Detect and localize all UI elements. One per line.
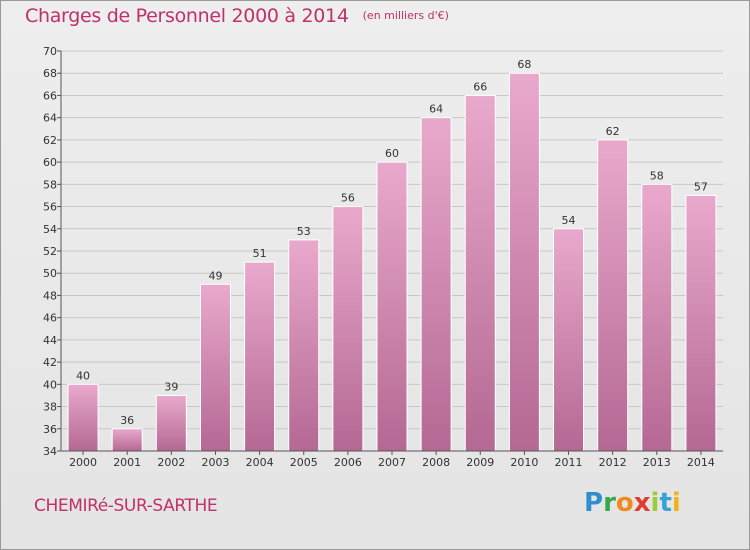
logo-letter: r bbox=[603, 488, 616, 518]
y-tick-label: 40 bbox=[43, 378, 57, 391]
y-tick-label: 70 bbox=[43, 45, 57, 58]
y-tick-label: 58 bbox=[43, 178, 57, 191]
y-tick-label: 68 bbox=[43, 67, 57, 80]
x-tick-label: 2007 bbox=[378, 456, 406, 469]
value-label: 39 bbox=[164, 380, 178, 393]
x-tick-label: 2013 bbox=[643, 456, 671, 469]
y-tick-label: 56 bbox=[43, 201, 57, 214]
y-tick-label: 52 bbox=[43, 245, 57, 258]
y-tick-label: 64 bbox=[43, 112, 57, 125]
value-label: 64 bbox=[429, 103, 443, 116]
x-tick-label: 2002 bbox=[157, 456, 185, 469]
y-tick-label: 38 bbox=[43, 401, 57, 414]
x-tick-label: 2005 bbox=[290, 456, 318, 469]
y-tick-label: 34 bbox=[43, 445, 57, 458]
proxiti-logo: Proxiti bbox=[584, 488, 681, 518]
logo-letter: i bbox=[650, 488, 660, 518]
value-label: 51 bbox=[253, 247, 267, 260]
y-tick-label: 50 bbox=[43, 267, 57, 280]
bar bbox=[332, 206, 364, 452]
bar bbox=[376, 161, 408, 452]
value-label: 56 bbox=[341, 192, 355, 205]
bar bbox=[553, 228, 585, 452]
y-tick-label: 42 bbox=[43, 356, 57, 369]
logo-letter: x bbox=[633, 488, 651, 518]
bar bbox=[420, 117, 452, 452]
value-label: 54 bbox=[562, 214, 576, 227]
x-tick-label: 2004 bbox=[246, 456, 274, 469]
bar bbox=[244, 261, 276, 452]
logo-letter: t bbox=[659, 488, 672, 518]
bar bbox=[199, 283, 231, 452]
value-label: 57 bbox=[694, 180, 708, 193]
y-tick-label: 54 bbox=[43, 223, 57, 236]
value-label: 68 bbox=[517, 58, 531, 71]
bar bbox=[597, 139, 629, 452]
value-label: 49 bbox=[208, 269, 222, 282]
value-label: 66 bbox=[473, 80, 487, 93]
x-tick-label: 2012 bbox=[599, 456, 627, 469]
x-tick-label: 2014 bbox=[687, 456, 715, 469]
y-tick-label: 66 bbox=[43, 89, 57, 102]
logo-letter: i bbox=[671, 488, 681, 518]
x-tick-label: 2000 bbox=[69, 456, 97, 469]
x-tick-label: 2009 bbox=[466, 456, 494, 469]
value-labels: 40 36 39 49 51 53 56 60 64 66 68 54 62 58 57 bbox=[76, 58, 708, 427]
bar bbox=[641, 183, 673, 452]
x-tick-label: 2003 bbox=[201, 456, 229, 469]
bar bbox=[155, 394, 187, 452]
bar bbox=[685, 194, 717, 452]
x-tick-label: 2010 bbox=[510, 456, 538, 469]
logo-letter: P bbox=[584, 488, 604, 518]
y-tick-label: 62 bbox=[43, 134, 57, 147]
axes: 34 36 38 40 42 44 46 48 50 52 54 56 58 60 62 64 66 68 70 20… bbox=[43, 45, 723, 469]
value-label: 60 bbox=[385, 147, 399, 160]
value-label: 62 bbox=[606, 125, 620, 138]
bars bbox=[67, 72, 717, 452]
chart-title: Charges de Personnel 2000 à 2014 bbox=[25, 5, 349, 27]
y-tick-label: 46 bbox=[43, 312, 57, 325]
bar bbox=[508, 72, 540, 452]
commune-name: CHEMIRé-SUR-SARTHE bbox=[34, 496, 218, 516]
bar bbox=[111, 428, 143, 452]
value-label: 40 bbox=[76, 369, 90, 382]
title-row: Charges de Personnel 2000 à 2014 (en mill… bbox=[25, 5, 449, 27]
bar bbox=[288, 239, 320, 452]
y-tick-label: 44 bbox=[43, 334, 57, 347]
chart-subtitle: (en milliers d'€) bbox=[362, 9, 449, 22]
x-tick-label: 2006 bbox=[334, 456, 362, 469]
x-tick-label: 2011 bbox=[555, 456, 583, 469]
bar bbox=[464, 94, 496, 452]
value-label: 58 bbox=[650, 169, 664, 182]
value-label: 53 bbox=[297, 225, 311, 238]
x-tick-label: 2001 bbox=[113, 456, 141, 469]
y-tick-label: 36 bbox=[43, 423, 57, 436]
y-tick-label: 60 bbox=[43, 156, 57, 169]
x-tick-label: 2008 bbox=[422, 456, 450, 469]
bar bbox=[67, 383, 99, 452]
logo-letter: o bbox=[615, 488, 634, 518]
y-tick-label: 48 bbox=[43, 289, 57, 302]
value-label: 36 bbox=[120, 414, 134, 427]
